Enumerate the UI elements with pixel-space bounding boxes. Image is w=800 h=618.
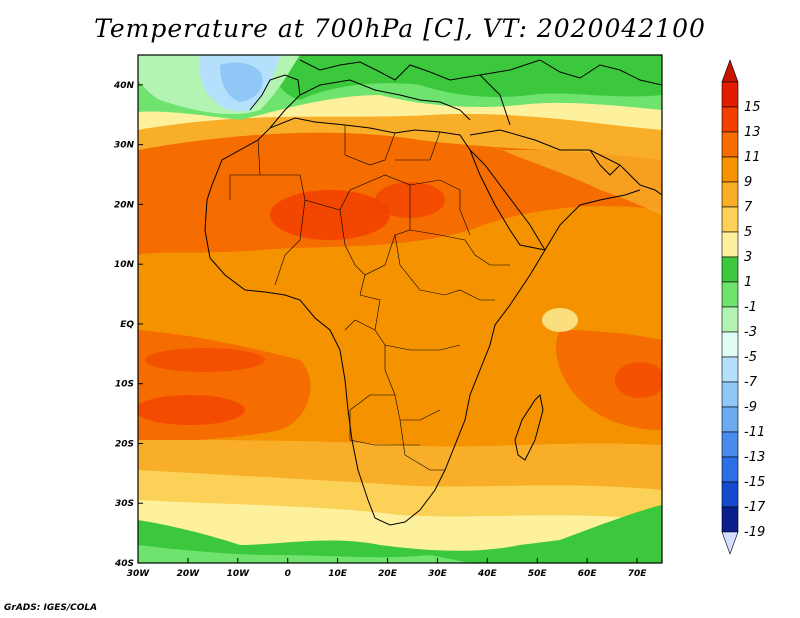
lon-tick-label: 30E	[428, 569, 448, 579]
country-borders	[229, 125, 510, 471]
lon-tick-label: 20W	[177, 569, 201, 579]
colorbar-swatch	[721, 106, 739, 133]
colorbar-swatch	[721, 406, 739, 433]
colorbar-swatch	[721, 206, 739, 233]
field-hotspot-atlantic	[138, 395, 245, 425]
lat-tick-label: 10S	[115, 380, 134, 390]
field-indian-mild-patch	[542, 308, 578, 332]
latitude-axis: 40N 30N 20N 10N EQ 10S 20S 30S 40S	[113, 81, 143, 569]
gulf-coastline	[589, 149, 621, 176]
colorbar-swatch	[721, 481, 739, 508]
madagascar-coastline	[514, 393, 544, 461]
country-border-lines	[229, 139, 510, 471]
coastlines	[204, 59, 662, 526]
colorbar-label: -19	[744, 525, 765, 540]
colorbar-swatch	[721, 81, 739, 108]
lon-tick-label: 0	[285, 569, 291, 579]
lon-tick-label: 30W	[127, 569, 151, 579]
colorbar-label: 1	[744, 275, 752, 290]
colorbar-swatch	[721, 356, 739, 383]
lat-tick-label: 20N	[114, 200, 135, 210]
colorbar-top-arrow	[721, 59, 739, 83]
temperature-field	[138, 55, 662, 563]
map-title: Temperature at 700hPa [C], VT: 202004210…	[94, 14, 706, 43]
north-africa-borders	[344, 125, 441, 166]
iberia-coastline	[249, 74, 301, 111]
field-arabia-mild	[480, 140, 662, 215]
colorbar-swatch	[721, 131, 739, 158]
colorbar-label: -17	[744, 500, 766, 515]
colorbar-label: 7	[744, 200, 753, 215]
lon-tick-label: 60E	[578, 569, 598, 579]
colorbar-label: -7	[744, 375, 758, 390]
colorbar-label: -11	[744, 425, 765, 440]
lat-tick-label: 10N	[114, 260, 135, 270]
longitude-axis: 30W 20W 10W 0 10E 20E 30E 40E 50E 60E 70E	[127, 558, 647, 579]
field-south-lightgreen	[138, 545, 470, 563]
colorbar: 15 13 11 9 7 5 3 1 -1 -3 -5 -7 -9 -11 -13 -15 -17 -19	[721, 59, 766, 555]
colorbar-swatch	[721, 156, 739, 183]
colorbar-label: -9	[744, 400, 757, 415]
credit-footer: GrADS: IGES/COLA	[4, 603, 98, 613]
lon-tick-label: 40E	[477, 569, 498, 579]
lon-tick-label: 70E	[628, 569, 648, 579]
colorbar-label: 15	[744, 100, 761, 115]
africa-coastline	[204, 117, 546, 526]
red-sea-coastline	[469, 149, 546, 251]
lat-tick-label: 30N	[114, 141, 135, 151]
lat-tick-label: 20S	[115, 439, 134, 449]
map-frame	[137, 54, 663, 564]
colorbar-swatch	[721, 256, 739, 283]
colorbar-swatch	[721, 281, 739, 308]
colorbar-label: -13	[744, 450, 765, 465]
colorbar-label: -1	[744, 300, 757, 315]
colorbar-swatch	[721, 456, 739, 483]
field-hotspot-atlantic-2	[145, 348, 265, 372]
colorbar-swatch	[721, 331, 739, 358]
colorbar-bottom-arrow	[721, 531, 739, 555]
europe-coastline	[269, 59, 662, 129]
colorbar-swatch	[721, 231, 739, 258]
colorbar-label: 9	[744, 175, 752, 190]
field-band-southeast-warm	[556, 330, 662, 430]
colorbar-label: 3	[744, 250, 752, 265]
colorbar-label: -15	[744, 475, 765, 490]
colorbar-label: 5	[744, 225, 752, 240]
field-south-green	[138, 505, 662, 563]
colorbar-label: 13	[744, 125, 761, 140]
lat-tick-label: EQ	[120, 320, 134, 330]
lon-tick-label: 10W	[227, 569, 251, 579]
colorbar-label: -5	[744, 350, 757, 365]
field-north-blue	[220, 62, 263, 102]
lon-tick-label: 50E	[528, 569, 548, 579]
field-hotspot-sahel	[270, 190, 390, 240]
field-hotspot-indian	[615, 362, 662, 398]
colorbar-swatch	[721, 381, 739, 408]
lon-tick-label: 10E	[328, 569, 348, 579]
lat-tick-label: 40S	[114, 559, 134, 569]
lat-tick-label: 40N	[113, 81, 135, 91]
lon-tick-label: 20E	[378, 569, 398, 579]
lat-tick-label: 30S	[115, 499, 134, 509]
colorbar-swatch	[721, 306, 739, 333]
colorbar-swatch	[721, 506, 739, 533]
colorbar-label: -3	[744, 325, 757, 340]
colorbar-swatch	[721, 181, 739, 208]
colorbar-swatch	[721, 431, 739, 458]
colorbar-label: 11	[744, 150, 761, 165]
field-band-north-mild	[138, 113, 662, 160]
